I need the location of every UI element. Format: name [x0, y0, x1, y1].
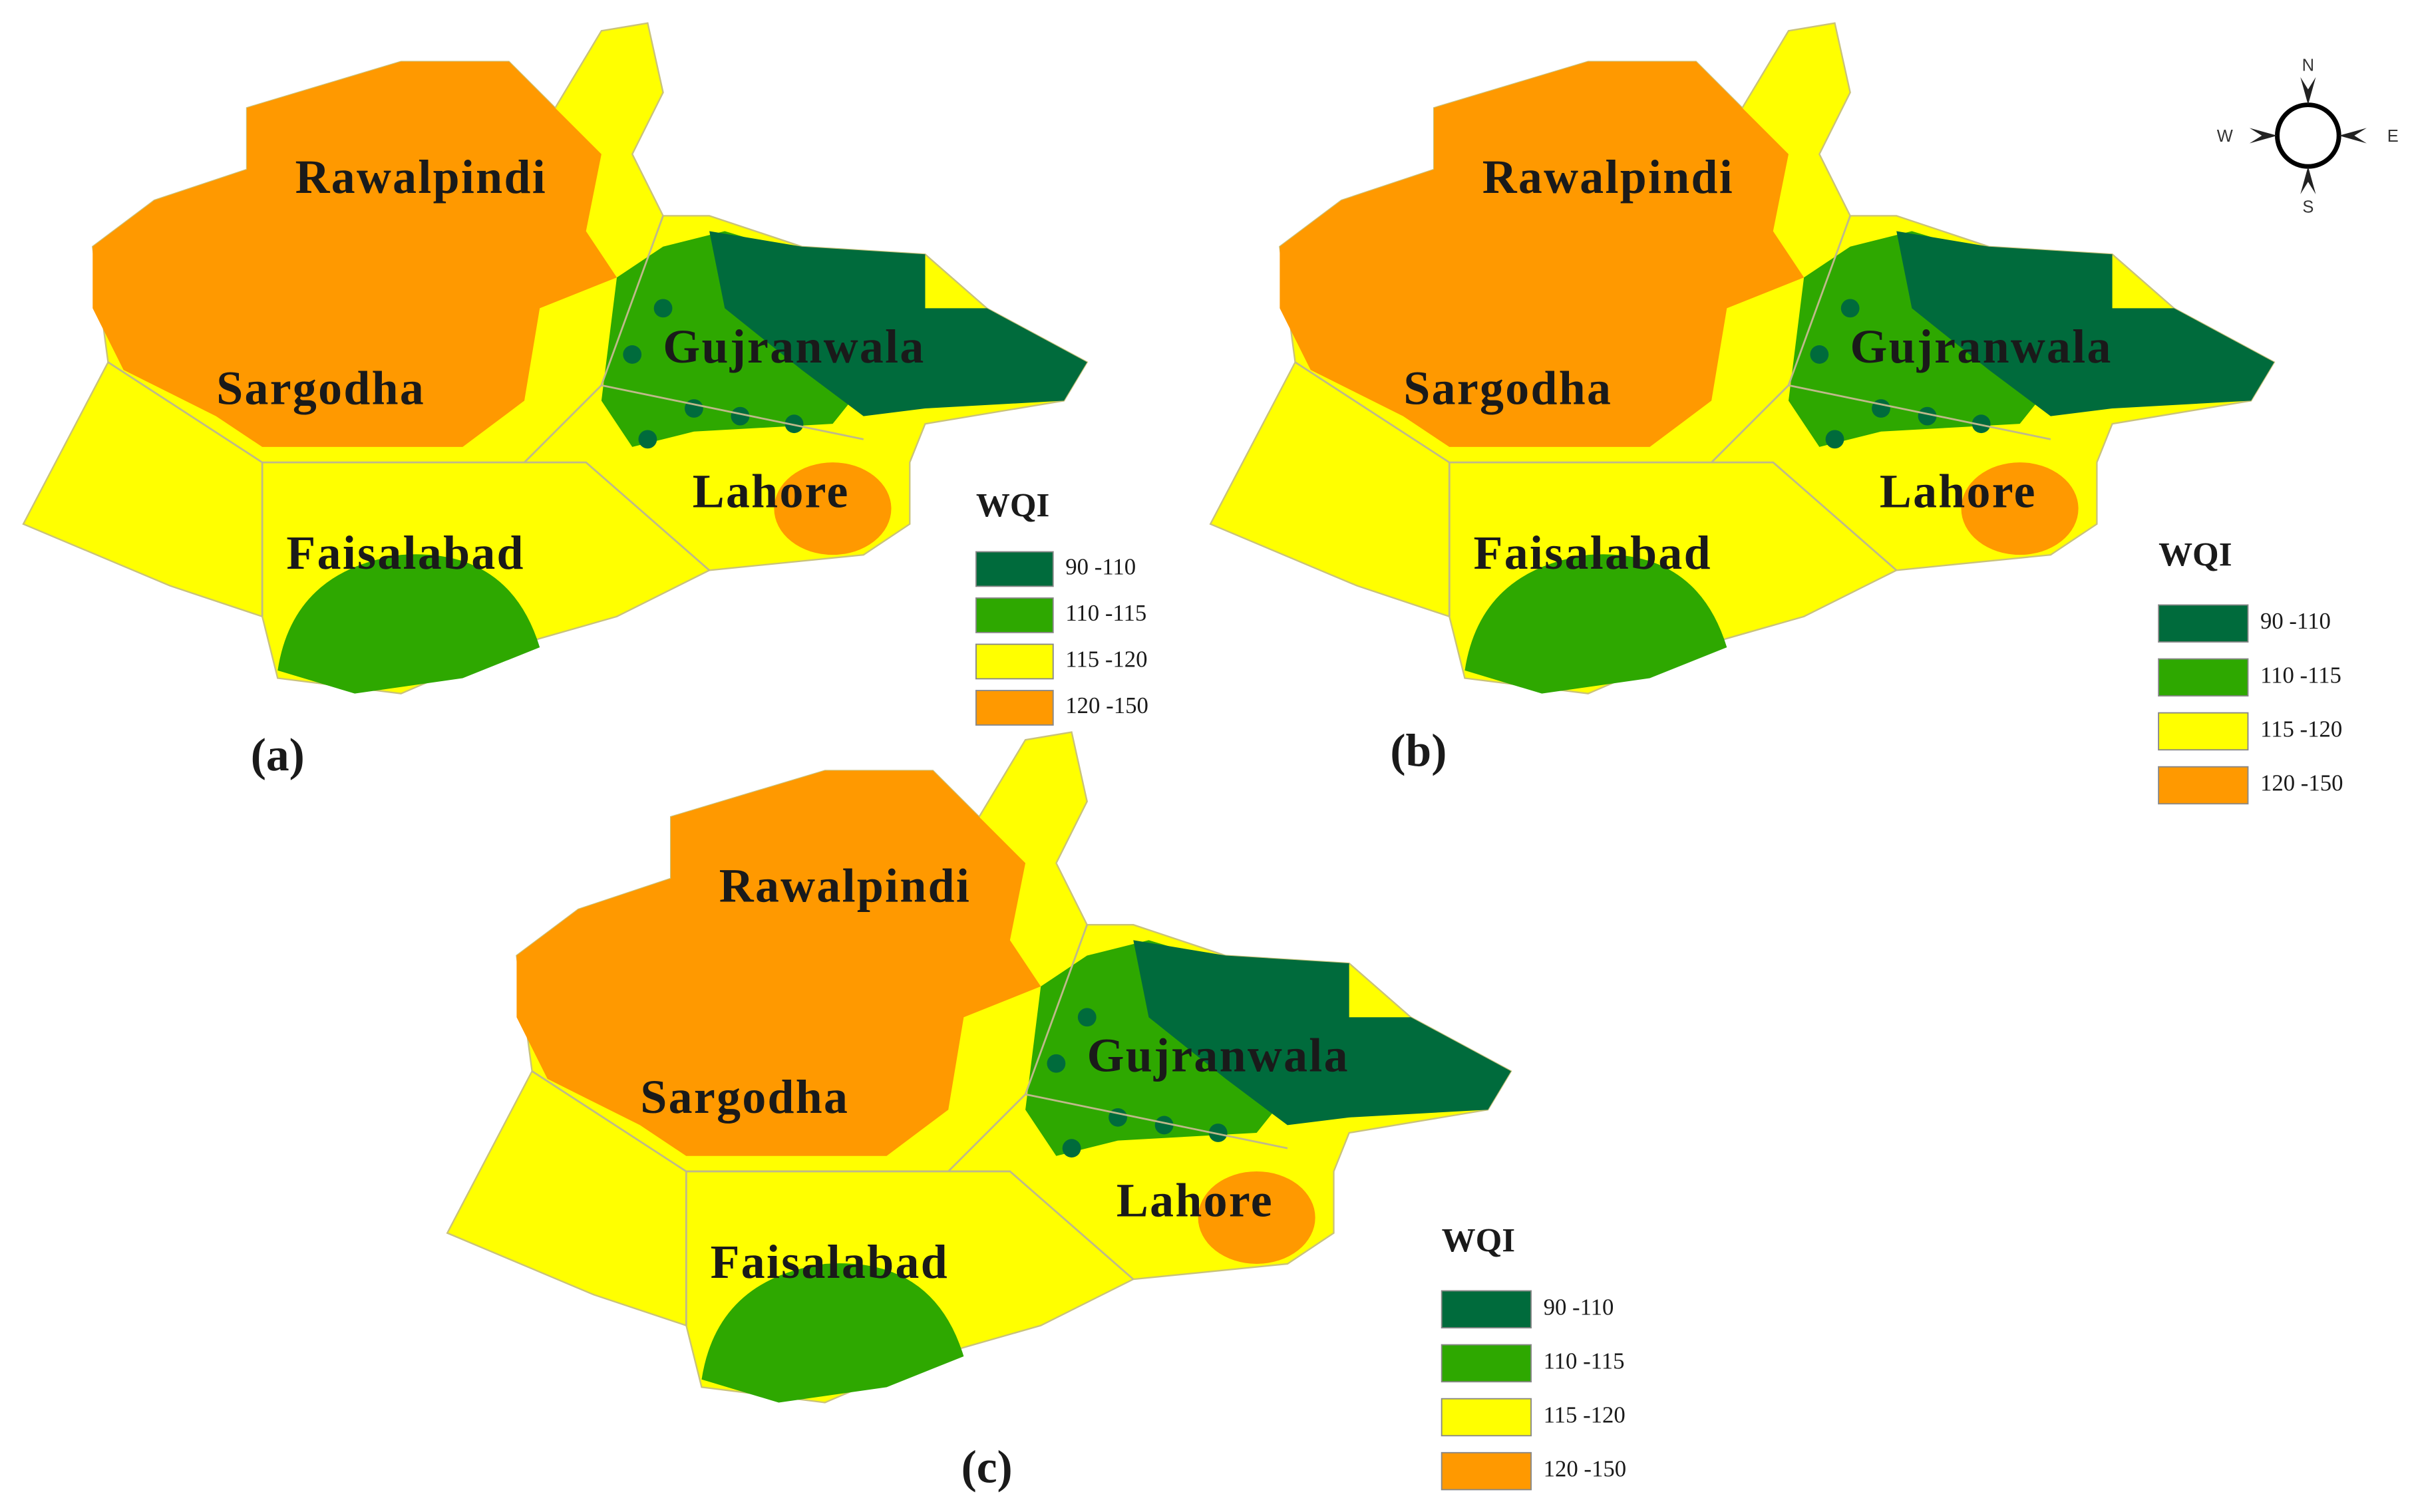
district-label: Rawalpindi: [1482, 150, 1734, 204]
legend-swatch: [2158, 712, 2249, 751]
district-label: Gujranwala: [663, 320, 925, 373]
region-orange: [1280, 61, 1805, 447]
legend-swatch: [1441, 1290, 1532, 1329]
legend-title: WQI: [976, 487, 1049, 524]
spot: [1872, 399, 1890, 418]
spot: [1825, 430, 1844, 449]
district-label: Faisalabad: [711, 1235, 949, 1288]
district-label: Faisalabad: [286, 526, 524, 579]
legend-swatch: [2158, 766, 2249, 805]
panel-label: (c): [961, 1442, 1013, 1493]
spot: [638, 430, 657, 449]
legend-item: 90 -110: [1544, 1294, 1614, 1320]
region-orange: [516, 770, 1041, 1156]
legend-swatch: [975, 597, 1054, 633]
legend-swatch: [975, 690, 1054, 726]
spot: [623, 345, 642, 364]
region-faisalabad: [1464, 554, 1727, 694]
district-label: Gujranwala: [1087, 1029, 1349, 1082]
spot: [1062, 1139, 1081, 1158]
legend: WQI 90 -110 110 -115 115 -120 120 -150: [975, 487, 1148, 726]
legend-item: 115 -120: [1065, 646, 1147, 672]
spot: [1840, 299, 1860, 318]
spot: [1077, 1008, 1097, 1027]
district-label: Gujranwala: [1850, 320, 2113, 373]
legend-swatch: [2158, 604, 2249, 643]
spot: [685, 399, 703, 418]
legend-swatch: [1441, 1398, 1532, 1437]
district-border: [531, 924, 1288, 1326]
legend-swatch: [975, 643, 1054, 680]
region-dark-green: [1896, 231, 2274, 416]
spot: [1109, 1108, 1127, 1127]
district-label: Sargodha: [640, 1070, 849, 1124]
district-label: Lahore: [693, 465, 850, 518]
compass-ring: [2275, 102, 2341, 169]
legend-item: 90 -110: [2260, 608, 2331, 634]
spot: [1154, 1116, 1174, 1135]
district-label: Lahore: [1117, 1173, 1274, 1227]
district-border: [1294, 215, 2051, 617]
panel-label: (a): [251, 730, 305, 781]
compass-e: E: [2387, 127, 2399, 146]
legend-item: 110 -115: [1065, 600, 1146, 626]
legend-swatch: [975, 551, 1054, 587]
compass-w: W: [2217, 127, 2233, 146]
district-label: Lahore: [1880, 465, 2037, 518]
spot: [1972, 414, 1991, 434]
district-border: [107, 215, 864, 617]
spot: [1918, 406, 1937, 426]
district-label: Rawalpindi: [295, 150, 547, 204]
region-lahore: [1198, 1171, 1315, 1264]
legend-item: 120 -150: [1065, 692, 1148, 718]
region-orange: [92, 61, 617, 447]
legend: WQI 90 -110 110 -115 115 -120 120 -150: [2158, 536, 2343, 805]
region-faisalabad: [701, 1263, 964, 1403]
compass-n: N: [2302, 56, 2314, 75]
spot: [1810, 345, 1829, 364]
legend-item: 115 -120: [2260, 716, 2342, 742]
map-panel: Rawalpindi Sargodha Gujranwala Lahore Faisal…: [22, 22, 1089, 781]
legend-item: 120 -150: [2260, 770, 2343, 796]
map-panel: Rawalpindi Sargodha Gujranwala Lahore Faisal…: [446, 731, 1512, 1493]
legend-title: WQI: [1442, 1223, 1515, 1260]
region-dark-green: [709, 231, 1087, 416]
region-faisalabad: [277, 554, 540, 694]
spot: [1047, 1054, 1066, 1073]
spot: [731, 406, 750, 426]
legend-item: 115 -120: [1544, 1402, 1626, 1428]
compass-s: S: [2302, 198, 2314, 217]
region-lahore: [1961, 462, 2079, 555]
legend-swatch: [1441, 1451, 1532, 1491]
spot: [653, 299, 673, 318]
map-panel: Rawalpindi Sargodha Gujranwala Lahore Faisal…: [1209, 22, 2276, 776]
legend: WQI 90 -110 110 -115 115 -120 120 -150: [1441, 1223, 1627, 1491]
legend-item: 90 -110: [1065, 553, 1136, 579]
panel-label: (b): [1390, 725, 1447, 776]
legend-item: 110 -115: [2260, 662, 2341, 688]
legend-swatch: [2158, 658, 2249, 697]
legend-item: 120 -150: [1544, 1456, 1627, 1482]
district-label: Sargodha: [1403, 361, 1612, 414]
district-label: Sargodha: [216, 361, 425, 414]
district-label: Rawalpindi: [719, 859, 971, 913]
legend-item: 110 -115: [1544, 1348, 1625, 1374]
compass-arrows: [2249, 76, 2367, 194]
legend-swatch: [1441, 1344, 1532, 1383]
legend-title: WQI: [2158, 536, 2232, 573]
spot: [1208, 1124, 1228, 1142]
spot: [784, 414, 804, 434]
compass: N S E W: [2217, 56, 2399, 216]
region-dark-green: [1133, 940, 1511, 1126]
region-lahore: [774, 462, 892, 555]
district-label: Faisalabad: [1474, 526, 1712, 579]
